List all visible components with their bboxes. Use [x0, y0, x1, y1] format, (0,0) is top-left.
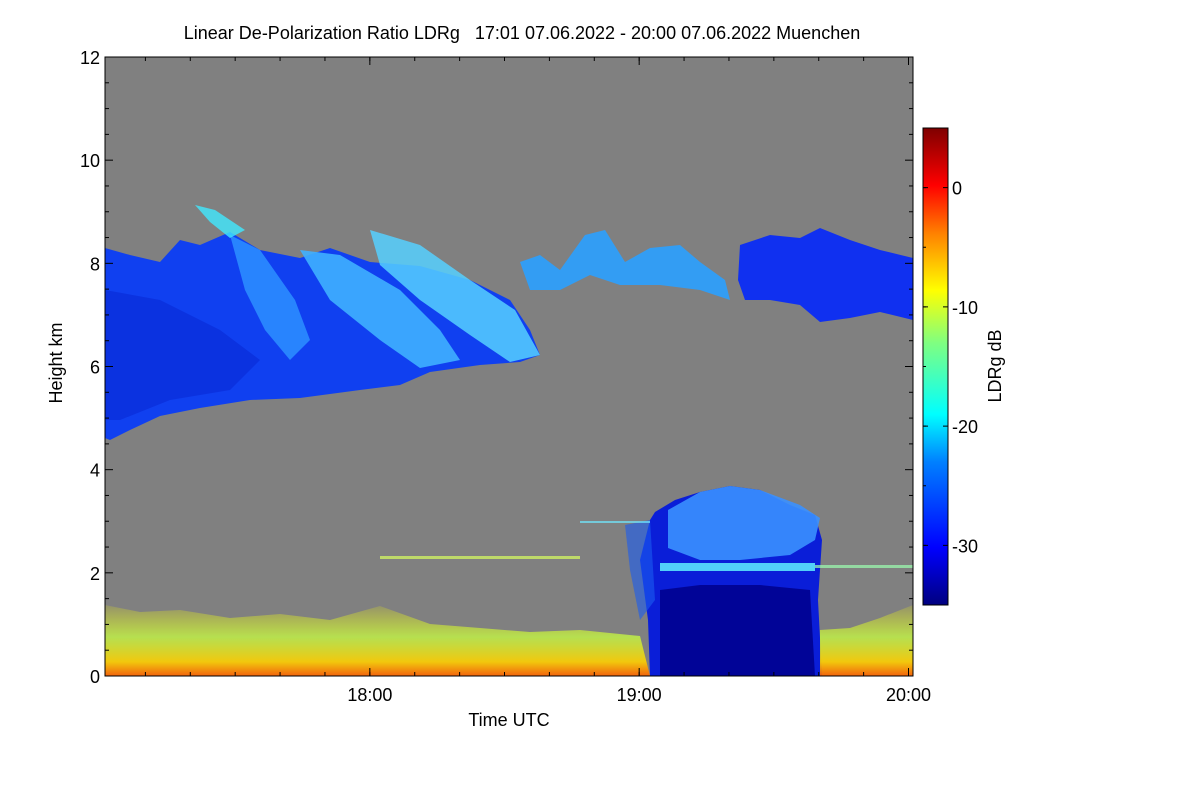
y-tick-label-0: 0 — [90, 667, 100, 687]
colorbar-tick-label-1: -10 — [952, 298, 978, 318]
x-axis: 18:00 19:00 20:00 — [144, 57, 931, 705]
aerosol-layer-2km-left — [380, 556, 580, 559]
y-axis-label: Height km — [46, 322, 66, 403]
colorbar-ticks: 0 -10 -20 -30 — [923, 127, 978, 606]
chart-title: Linear De-Polarization Ratio LDRg 17:01 … — [184, 23, 860, 43]
x-tick-label-0: 18:00 — [347, 685, 392, 705]
colorbar-tick-label-2: -20 — [952, 417, 978, 437]
upper-cloud-fragments-mid — [520, 230, 730, 300]
cirrus-layer-core — [105, 290, 260, 420]
plot-area — [105, 57, 913, 676]
y-tick-label-1: 2 — [90, 564, 100, 584]
colorbar-tick-label-3: -30 — [952, 536, 978, 556]
y-tick-label-5: 10 — [80, 151, 100, 171]
y-tick-label-3: 6 — [90, 358, 100, 378]
upper-cloud-fragments-right — [738, 228, 913, 322]
convective-cloud-top — [668, 486, 820, 560]
cirrus-layer-streak-1 — [230, 235, 310, 360]
convective-cloud-core — [660, 585, 815, 676]
x-tick-label-1: 19:00 — [617, 685, 662, 705]
convective-fall-streaks — [625, 520, 655, 620]
y-tick-label-4: 8 — [90, 254, 100, 274]
x-tick-label-2: 20:00 — [886, 685, 931, 705]
cirrus-layer-top-fringe — [195, 205, 245, 238]
aerosol-layer-3km — [580, 521, 650, 523]
melting-layer-band — [660, 563, 815, 571]
colorbar — [922, 127, 949, 606]
x-axis-label: Time UTC — [468, 710, 549, 730]
boundary-layer-aerosol-right — [820, 605, 913, 676]
boundary-layer-aerosol — [105, 605, 650, 676]
colorbar-tick-label-0: 0 — [952, 179, 962, 199]
aerosol-layer-2km-right — [815, 565, 913, 568]
colorbar-label: LDRg dB — [985, 329, 1005, 402]
cirrus-layer-streak-2 — [300, 250, 460, 368]
cirrus-layer-streak-3 — [370, 230, 540, 362]
y-tick-label-2: 4 — [90, 461, 100, 481]
y-axis: 0 2 4 6 8 10 12 — [80, 48, 913, 687]
y-tick-label-6: 12 — [80, 48, 100, 68]
